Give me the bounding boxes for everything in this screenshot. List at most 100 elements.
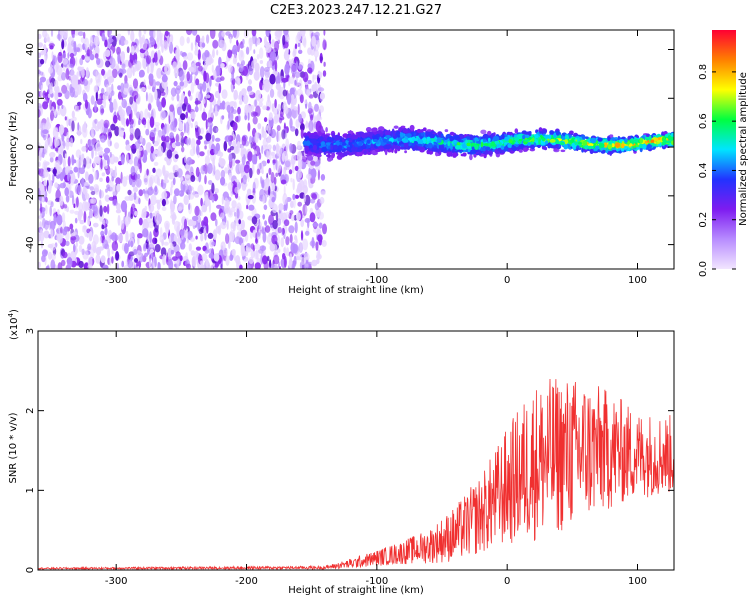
spectrogram-noise-cell: [134, 59, 138, 65]
spectrogram-noise-cell: [161, 111, 168, 119]
spectrogram-noise-cell: [147, 247, 150, 255]
spectrogram-noise-cell: [187, 219, 194, 227]
spectrogram-noise-cell: [237, 196, 241, 201]
spectrogram-noise-cell: [144, 252, 149, 257]
spectrogram-noise-cell: [262, 105, 267, 110]
spectrogram-noise-cell: [67, 52, 70, 59]
spectrogram-noise-cell: [318, 222, 323, 229]
spectrogram-noise-cell: [247, 112, 250, 121]
spectrogram-noise-cell: [299, 94, 304, 104]
spectrogram-noise-cell: [40, 58, 45, 65]
spectrogram-noise-cell: [149, 116, 155, 128]
spectrogram-noise-cell: [195, 126, 201, 136]
spectrogram-noise-cell: [77, 122, 80, 131]
spectrogram-noise-cell: [115, 177, 121, 185]
spectrogram-noise-cell: [274, 98, 277, 109]
spectrogram-noise-cell: [301, 256, 305, 266]
spectrogram-noise-cell: [90, 190, 96, 196]
spectrogram-noise-cell: [194, 121, 198, 129]
spectrogram-noise-cell: [147, 103, 152, 111]
spectrogram-noise-cell: [259, 221, 262, 231]
spectrogram-noise-cell: [58, 51, 62, 57]
spectrogram-noise-cell: [117, 53, 121, 65]
spectrogram-noise-cell: [290, 64, 297, 75]
spectrogram-noise-cell: [133, 264, 136, 269]
spectrogram-noise-cell: [99, 189, 102, 199]
spectrogram-noise-cell: [88, 231, 93, 242]
spectrogram-noise-cell: [254, 243, 261, 250]
spectrogram-noise-cell: [62, 251, 68, 259]
spectrogram-noise-cell: [323, 30, 326, 36]
spectrogram-noise-cell: [319, 56, 324, 62]
spectrogram-noise-cell: [185, 138, 189, 146]
spectrogram-noise-cell: [194, 100, 201, 105]
spectrogram-noise-cell: [61, 212, 66, 223]
spectrogram-signal-cell: [609, 134, 614, 138]
spectrogram-noise-cell: [105, 60, 111, 68]
spectrogram-noise-cell: [186, 36, 190, 44]
spectrogram-noise-cell: [69, 209, 75, 214]
spectrogram-noise-cell: [49, 76, 52, 84]
spectrogram-noise-cell: [261, 180, 265, 189]
spectrogram-noise-cell: [195, 78, 200, 86]
spectrogram-noise-cell: [77, 101, 82, 106]
spectrogram-signal-cell: [531, 137, 535, 143]
spectrogram-noise-cell: [310, 114, 314, 121]
spectrogram-noise-cell: [57, 209, 60, 216]
spectrogram-noise-cell: [191, 215, 199, 222]
spectrogram-noise-cell: [90, 95, 95, 105]
spectrogram-noise-cell: [83, 121, 87, 134]
spectrogram-noise-cell: [145, 128, 150, 136]
spectrogram-noise-cell: [173, 188, 180, 197]
spectrogram-signal-cell: [325, 154, 332, 158]
spectrogram-noise-cell: [117, 233, 124, 243]
spectrogram-noise-cell: [99, 177, 103, 182]
spectrogram-noise-cell: [231, 248, 236, 256]
spectrogram-signal-cell: [587, 143, 594, 147]
spectrogram-noise-cell: [104, 147, 111, 154]
spectrogram-noise-cell: [265, 125, 269, 131]
spectrogram-noise-cell: [136, 45, 139, 53]
spectrogram-noise-cell: [317, 193, 320, 200]
spectrogram-noise-cell: [145, 221, 149, 229]
spectrogram-noise-cell: [290, 94, 295, 106]
spectrogram-noise-cell: [259, 66, 265, 79]
spectrogram-signal-cell: [662, 131, 668, 135]
spectrogram-noise-cell: [311, 236, 315, 249]
spectrogram-noise-cell: [179, 35, 185, 47]
spectrogram-noise-cell: [38, 161, 41, 168]
spectrogram-signal-cell: [438, 151, 442, 155]
spectrogram-noise-cell: [276, 130, 279, 143]
spectrogram-noise-cell: [63, 204, 68, 209]
spectrogram-noise-cell: [175, 141, 181, 147]
spectrogram-noise-cell: [294, 43, 298, 50]
spectrogram-noise-cell: [143, 58, 147, 70]
spectrogram-noise-cell: [152, 57, 155, 63]
spectrogram-noise-cell: [111, 35, 117, 48]
spectrogram-noise-cell: [140, 86, 146, 92]
spectrogram-noise-cell: [201, 42, 206, 48]
spectrogram-noise-cell: [204, 249, 210, 254]
spectrogram-noise-cell: [83, 225, 86, 230]
spectrogram-noise-cell: [160, 91, 166, 97]
spectrogram-noise-cell: [293, 154, 297, 162]
spectrogram-signal-cell: [384, 149, 388, 156]
spectrogram-noise-cell: [298, 113, 302, 123]
spectrogram-noise-cell: [248, 90, 254, 95]
spectrogram-noise-cell: [232, 121, 238, 131]
spectrogram-signal-cell: [444, 129, 449, 133]
spectrogram-noise-cell: [270, 171, 275, 184]
spectrogram-noise-cell: [105, 188, 108, 193]
spectrogram-noise-cell: [297, 42, 301, 48]
spectrogram-noise-cell: [220, 263, 223, 269]
spectrogram-noise-cell: [299, 242, 303, 253]
spectrogram-noise-cell: [93, 85, 98, 93]
spectrogram-noise-cell: [220, 76, 225, 81]
spectrogram-noise-cell: [268, 167, 272, 176]
spectrogram-noise-cell: [211, 195, 215, 203]
spectrogram-noise-cell: [99, 235, 103, 244]
spectrogram-noise-cell: [93, 184, 100, 192]
spectrogram-noise-cell: [129, 127, 135, 134]
spectrogram-noise-cell: [314, 115, 319, 120]
